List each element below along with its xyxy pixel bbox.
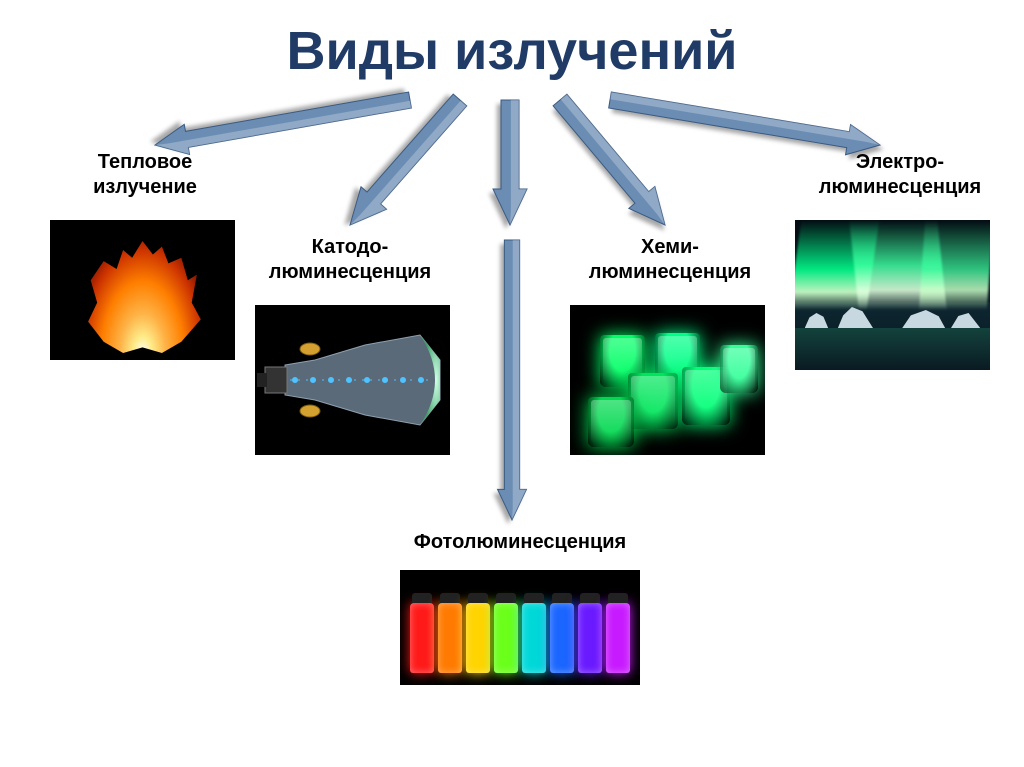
image-chemi	[570, 305, 765, 455]
label-chemi-text: Хеми-люминесценция	[589, 236, 751, 283]
label-photo-text: Фотолюминесценция	[414, 531, 626, 553]
label-electro-text: Электро-люминесценция	[819, 151, 981, 198]
image-cathodo	[255, 305, 450, 455]
title-text: Виды излучений	[287, 21, 738, 81]
label-cathodo-text: Катодо-люминесценция	[269, 236, 431, 283]
label-electro: Электро-люминесценция	[800, 150, 1000, 200]
label-thermal-text: Тепловоеизлучение	[93, 151, 197, 198]
image-thermal	[50, 220, 235, 360]
image-photo	[400, 570, 640, 685]
label-cathodo: Катодо-люминесценция	[250, 235, 450, 285]
label-chemi: Хеми-люминесценция	[570, 235, 770, 285]
label-photo: Фотолюминесценция	[390, 530, 650, 555]
label-thermal: Тепловоеизлучение	[60, 150, 230, 200]
image-electro	[795, 220, 990, 370]
page-title: Виды излучений	[0, 0, 1024, 82]
